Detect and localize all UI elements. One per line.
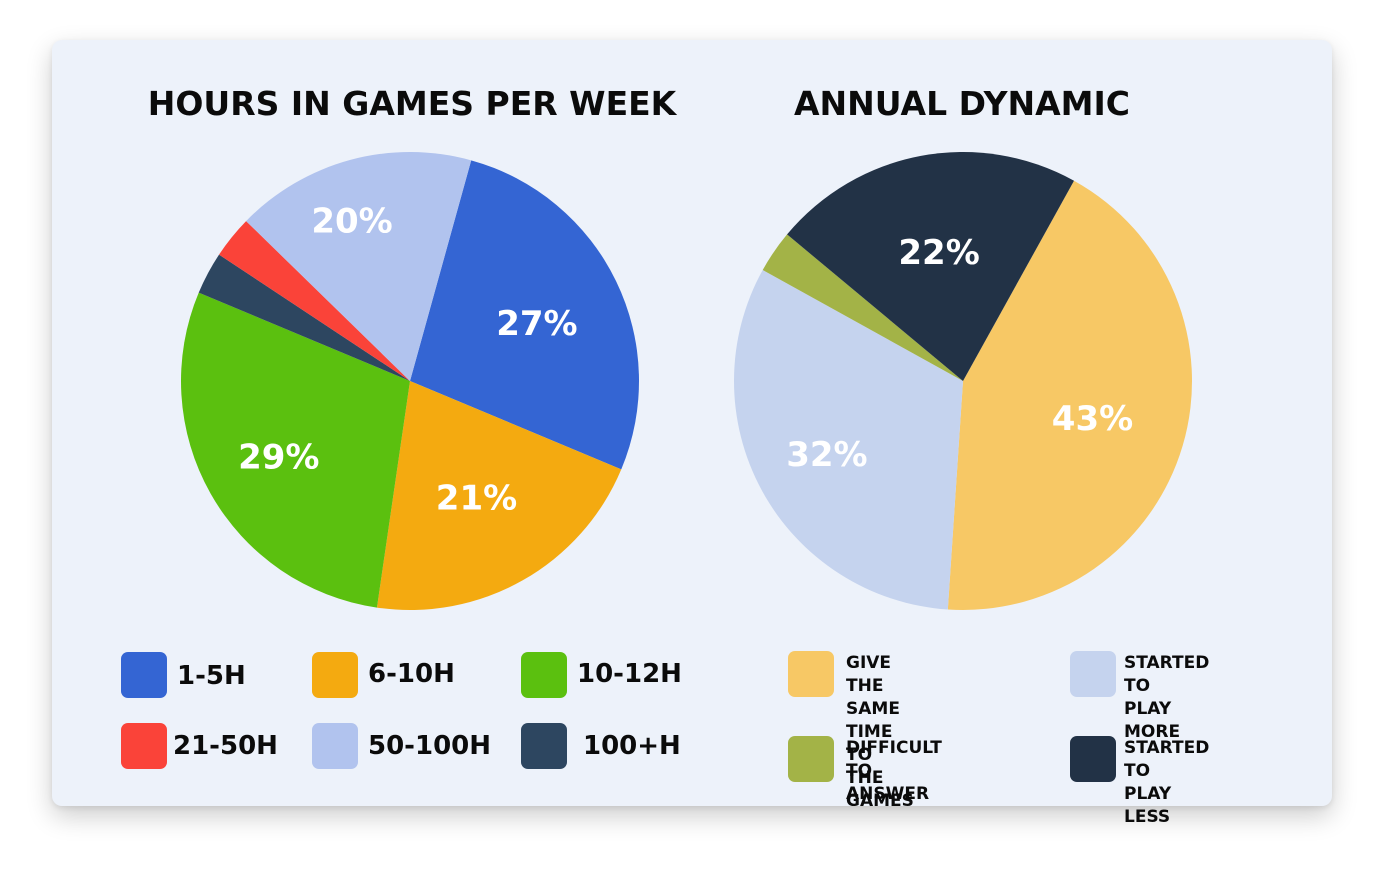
legend-label: 100+H	[583, 731, 681, 761]
pie-label-10-12h: 29%	[238, 437, 319, 477]
pie-slice-100-h	[198, 254, 410, 381]
legend-swatch	[121, 723, 167, 769]
pie-slice-started-to-play-more	[734, 269, 963, 610]
pie-slice-started-to-play-less	[787, 152, 1075, 381]
legend-swatch	[521, 652, 567, 698]
pie-slice-6-10h	[376, 381, 622, 610]
pie-slice-difficult-to-answer	[762, 234, 963, 381]
legend-label: 50-100H	[368, 731, 492, 761]
pie-label-started-to-play-more: 32%	[786, 435, 867, 475]
legend-label: 1-5H	[177, 661, 246, 691]
legend-swatch	[788, 736, 834, 782]
legend-swatch	[788, 651, 834, 697]
legend-label: GIVE THE SAME TIME TO THE GAMES	[846, 653, 914, 811]
legend-label: DIFFICULT TO ANSWER	[846, 738, 942, 804]
pie-slice-50-100h	[246, 152, 472, 381]
pie-label-50-100h: 20%	[311, 202, 392, 242]
legend-label: 21-50H	[173, 731, 278, 761]
pie-slice-10-12h	[180, 292, 410, 608]
hours-pie-chart: 27% 21% 29% 20%	[180, 152, 639, 610]
legend-swatch	[312, 723, 358, 769]
annual-pie-chart: 43% 32% 22%	[734, 152, 1192, 610]
legend-label: STARTED TO PLAY LESS	[1124, 738, 1210, 827]
pie-label-started-to-play-less: 22%	[898, 233, 979, 273]
hours-chart-title: HOURS IN GAMES PER WEEK	[147, 84, 677, 123]
legend-swatch	[121, 652, 167, 698]
pie-slice-give-the-same-time-to-the-games	[947, 180, 1192, 610]
annual-chart-title: ANNUAL DYNAMIC	[794, 84, 1130, 123]
pie-slice-1-5h	[410, 160, 639, 470]
legend-swatch	[1070, 651, 1116, 697]
legend-label: 6-10H	[368, 659, 455, 689]
pie-label-give-the-same-time-to-the-games: 43%	[1052, 399, 1133, 439]
legend-swatch	[312, 652, 358, 698]
legend-label: STARTED TO PLAY MORE	[1124, 653, 1210, 742]
legend-label: 10-12H	[577, 659, 682, 689]
legend-swatch	[521, 723, 567, 769]
pie-label-6-10h: 21%	[436, 478, 517, 518]
pie-slice-21-50h	[219, 221, 410, 381]
pie-label-1-5h: 27%	[496, 304, 577, 344]
legend-swatch	[1070, 736, 1116, 782]
